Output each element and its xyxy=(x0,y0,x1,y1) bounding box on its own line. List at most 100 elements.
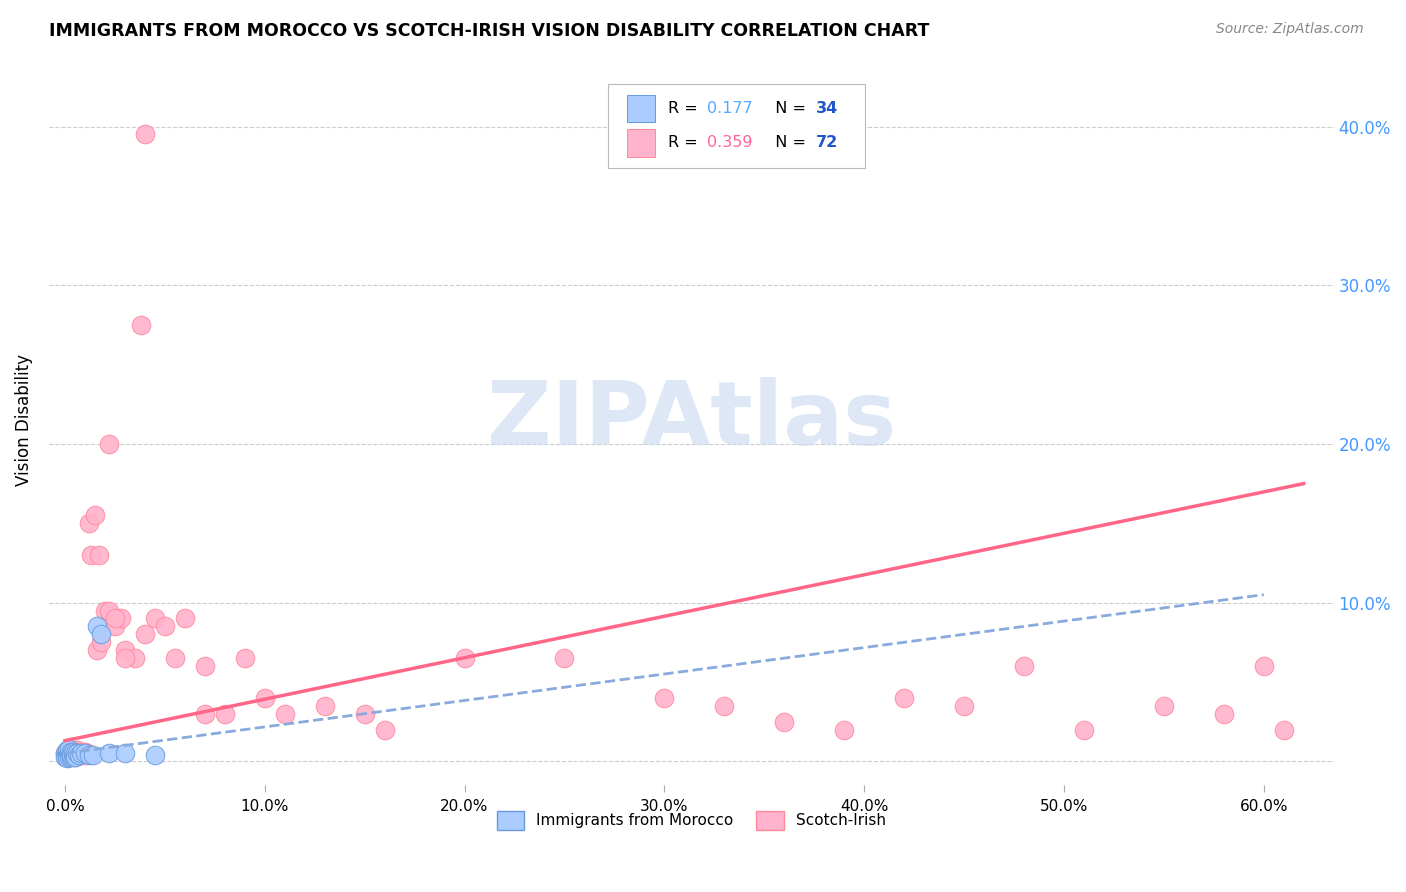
Point xyxy=(58,747,80,761)
Point xyxy=(58,745,80,759)
Point xyxy=(58,747,80,762)
Point xyxy=(374,723,396,737)
Point xyxy=(1012,659,1035,673)
Point xyxy=(129,318,152,332)
Point xyxy=(1212,706,1234,721)
Point xyxy=(82,747,104,762)
Point xyxy=(114,643,136,657)
Point xyxy=(58,747,80,761)
Point xyxy=(56,751,79,765)
Point xyxy=(163,651,186,665)
Text: 34: 34 xyxy=(815,101,838,116)
Point xyxy=(59,747,82,762)
Point xyxy=(58,749,80,764)
Point xyxy=(63,749,86,764)
Point xyxy=(59,747,82,761)
Point xyxy=(56,747,79,762)
Point xyxy=(143,747,166,762)
Point xyxy=(59,747,82,762)
Point xyxy=(59,745,82,759)
Point xyxy=(59,749,82,764)
Point xyxy=(314,698,336,713)
Point xyxy=(56,747,79,762)
Point xyxy=(62,747,84,761)
Point xyxy=(63,749,86,764)
Legend: Immigrants from Morocco, Scotch-Irish: Immigrants from Morocco, Scotch-Irish xyxy=(491,805,893,836)
Point xyxy=(110,611,132,625)
Point xyxy=(59,745,82,759)
Point xyxy=(62,747,84,762)
Point xyxy=(87,548,110,562)
Point xyxy=(62,743,84,757)
Text: N =: N = xyxy=(765,136,811,150)
Point xyxy=(194,706,217,721)
Text: Source: ZipAtlas.com: Source: ZipAtlas.com xyxy=(1216,22,1364,37)
Point xyxy=(1253,659,1275,673)
Point xyxy=(53,747,76,761)
Point xyxy=(713,698,735,713)
Text: IMMIGRANTS FROM MOROCCO VS SCOTCH-IRISH VISION DISABILITY CORRELATION CHART: IMMIGRANTS FROM MOROCCO VS SCOTCH-IRISH … xyxy=(49,22,929,40)
Point xyxy=(53,749,76,764)
Point xyxy=(652,690,675,705)
Point xyxy=(153,619,176,633)
Point xyxy=(1073,723,1095,737)
Point xyxy=(66,747,89,761)
Point xyxy=(58,747,80,762)
Point xyxy=(90,635,112,649)
Point xyxy=(104,619,127,633)
FancyBboxPatch shape xyxy=(627,128,655,157)
Point xyxy=(53,747,76,761)
Point xyxy=(173,611,195,625)
Point xyxy=(97,603,120,617)
Point xyxy=(62,747,84,761)
Point xyxy=(56,745,79,759)
Point xyxy=(56,749,79,764)
Point xyxy=(1272,723,1295,737)
Point xyxy=(233,651,256,665)
Point xyxy=(63,745,86,759)
Text: N =: N = xyxy=(765,101,811,116)
Point xyxy=(84,508,107,523)
Text: ZIPAtlas: ZIPAtlas xyxy=(486,376,896,464)
Point xyxy=(194,659,217,673)
Point xyxy=(353,706,375,721)
Point xyxy=(80,548,103,562)
Point xyxy=(76,747,98,761)
Point xyxy=(253,690,276,705)
Point xyxy=(70,745,93,759)
Point xyxy=(94,603,117,617)
Point xyxy=(114,651,136,665)
Point xyxy=(77,747,100,762)
Point xyxy=(893,690,915,705)
Point xyxy=(66,747,89,761)
Point xyxy=(77,516,100,531)
Point xyxy=(124,651,146,665)
Point xyxy=(73,747,96,762)
Point xyxy=(62,745,84,759)
Point xyxy=(66,743,89,757)
Point xyxy=(63,747,86,761)
Point xyxy=(553,651,575,665)
Point xyxy=(1153,698,1175,713)
Text: 72: 72 xyxy=(815,136,838,150)
Point xyxy=(134,128,156,142)
Point xyxy=(67,747,90,761)
Point xyxy=(67,747,90,762)
Point xyxy=(58,741,80,756)
Point xyxy=(59,747,82,762)
Point xyxy=(58,743,80,757)
Text: R =: R = xyxy=(668,101,703,116)
Point xyxy=(773,714,796,729)
Point xyxy=(143,611,166,625)
Point xyxy=(63,747,86,762)
Point xyxy=(59,747,82,761)
Point xyxy=(73,745,96,759)
Point xyxy=(63,747,86,762)
Point xyxy=(453,651,475,665)
Point xyxy=(56,745,79,759)
Text: R =: R = xyxy=(668,136,703,150)
Point xyxy=(73,747,96,761)
Point xyxy=(56,743,79,757)
Point xyxy=(97,747,120,761)
Point xyxy=(70,747,93,761)
